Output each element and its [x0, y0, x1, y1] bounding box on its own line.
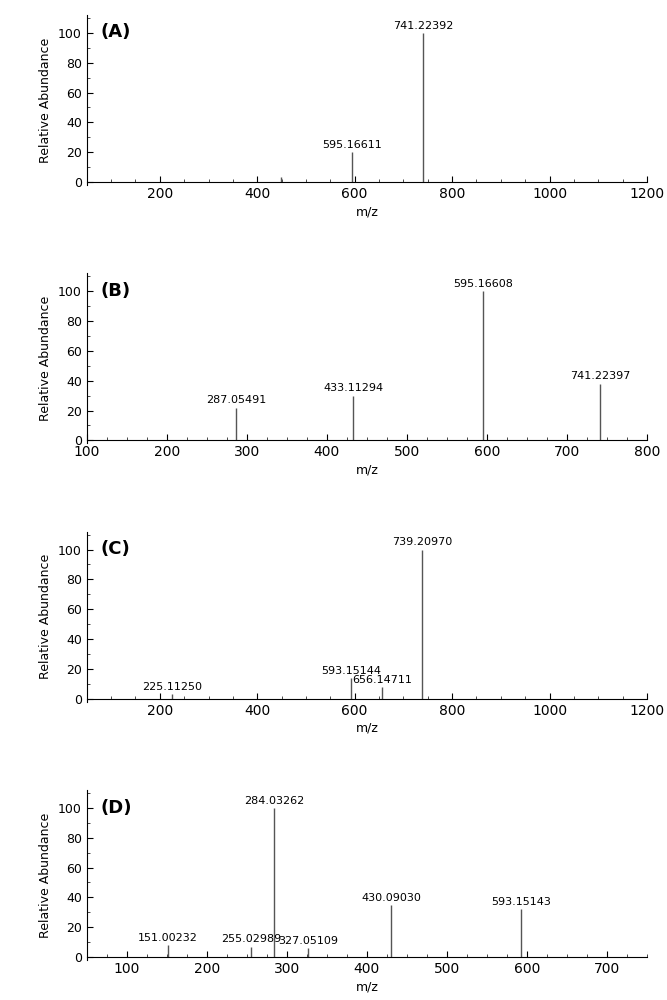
Text: 593.15144: 593.15144 [321, 666, 382, 676]
Text: 284.03262: 284.03262 [244, 796, 304, 806]
Text: (A): (A) [101, 23, 131, 41]
Text: 741.22397: 741.22397 [570, 371, 630, 381]
Y-axis label: Relative Abundance: Relative Abundance [39, 296, 53, 421]
Text: 593.15143: 593.15143 [492, 897, 552, 907]
Y-axis label: Relative Abundance: Relative Abundance [39, 812, 53, 938]
Text: (D): (D) [101, 799, 132, 817]
Text: 225.11250: 225.11250 [142, 682, 202, 692]
Text: 430.09030: 430.09030 [361, 893, 421, 903]
Text: 287.05491: 287.05491 [206, 395, 267, 405]
X-axis label: m/z: m/z [356, 205, 378, 218]
Text: (C): (C) [101, 540, 131, 558]
Text: 595.16608: 595.16608 [453, 279, 513, 289]
X-axis label: m/z: m/z [356, 722, 378, 735]
Text: 151.00232: 151.00232 [137, 933, 197, 943]
Text: 433.11294: 433.11294 [323, 383, 384, 393]
Text: (B): (B) [101, 282, 131, 300]
X-axis label: m/z: m/z [356, 980, 378, 993]
Text: 327.05109: 327.05109 [278, 936, 338, 946]
Text: 595.16611: 595.16611 [322, 140, 382, 150]
Text: 255.02989: 255.02989 [221, 934, 281, 944]
Y-axis label: Relative Abundance: Relative Abundance [39, 37, 53, 163]
Text: 741.22392: 741.22392 [394, 21, 454, 31]
Text: 656.14711: 656.14711 [352, 675, 412, 685]
X-axis label: m/z: m/z [356, 463, 378, 476]
Text: 739.20970: 739.20970 [392, 537, 453, 547]
Y-axis label: Relative Abundance: Relative Abundance [39, 554, 53, 679]
